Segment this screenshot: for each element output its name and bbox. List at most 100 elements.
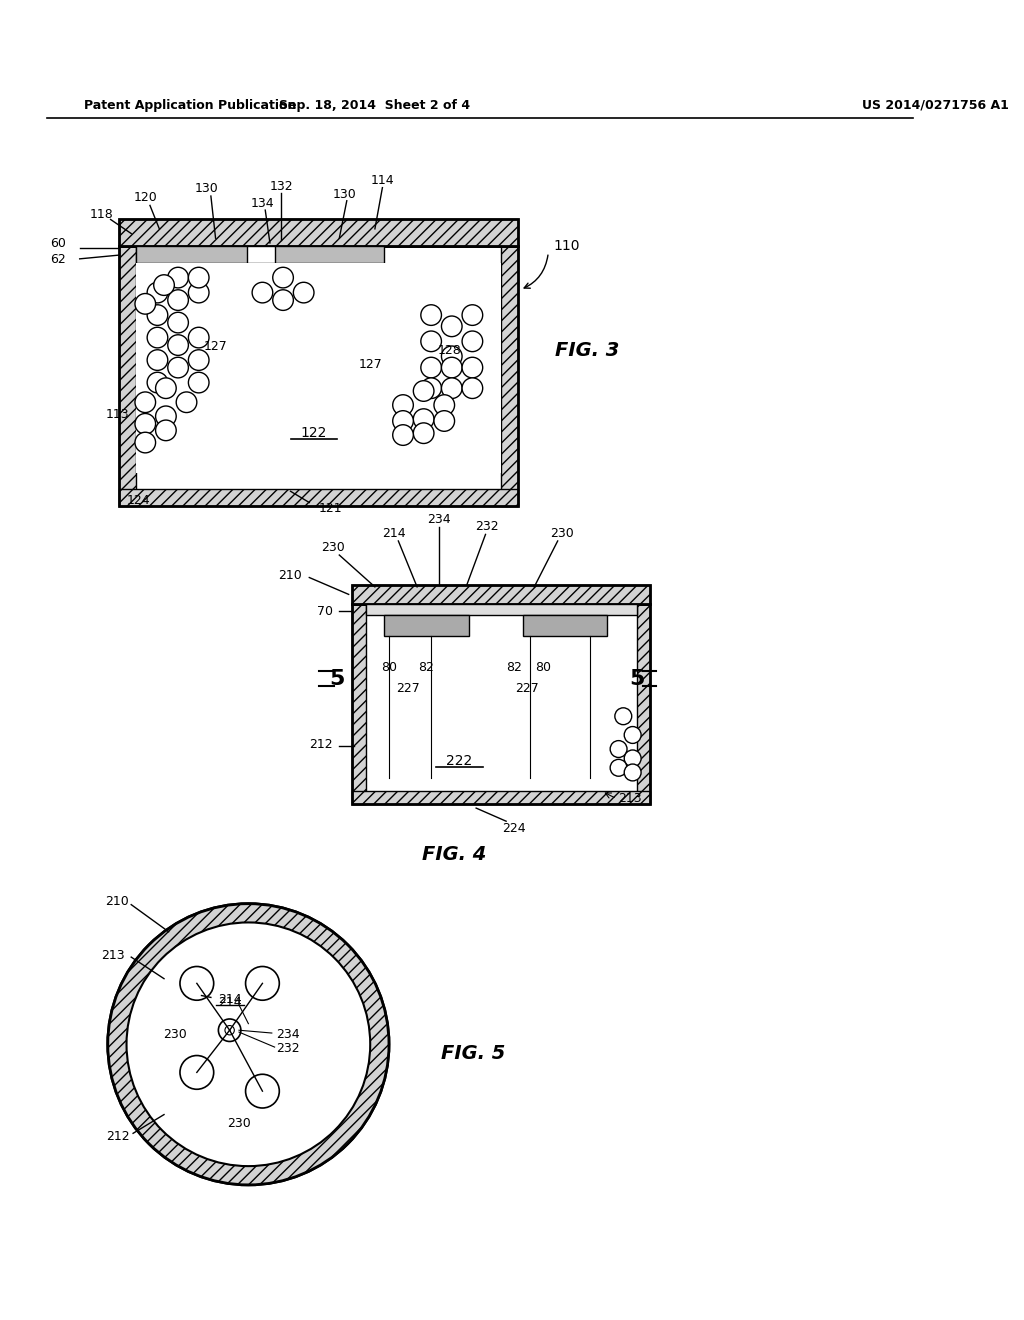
Text: 212: 212: [105, 1130, 129, 1143]
Text: 210: 210: [279, 569, 302, 582]
Text: 230: 230: [227, 1118, 251, 1130]
Text: 60: 60: [50, 238, 66, 251]
Circle shape: [414, 409, 434, 429]
Circle shape: [188, 327, 209, 348]
Text: 5: 5: [630, 669, 645, 689]
Bar: [119, 246, 518, 507]
Text: FIG. 5: FIG. 5: [440, 1044, 505, 1063]
Circle shape: [393, 425, 414, 445]
Text: 122: 122: [301, 426, 328, 440]
Text: 230: 230: [164, 1028, 187, 1041]
Circle shape: [625, 764, 641, 781]
Circle shape: [625, 750, 641, 767]
Circle shape: [135, 432, 156, 453]
Circle shape: [108, 904, 389, 1185]
Bar: [637, 603, 650, 804]
Text: 114: 114: [371, 174, 394, 186]
Text: 124: 124: [127, 494, 151, 507]
Text: 82: 82: [506, 661, 521, 675]
Circle shape: [414, 422, 434, 444]
Text: 132: 132: [269, 180, 293, 193]
Text: 222: 222: [446, 754, 472, 768]
Text: 134: 134: [251, 197, 274, 210]
Text: 80: 80: [381, 661, 397, 675]
Text: 70: 70: [316, 605, 333, 618]
Circle shape: [610, 741, 627, 758]
Circle shape: [441, 315, 462, 337]
Bar: [523, 615, 607, 636]
Circle shape: [462, 378, 482, 399]
Circle shape: [393, 411, 414, 432]
Circle shape: [434, 411, 455, 432]
Circle shape: [180, 1056, 214, 1089]
Circle shape: [218, 1019, 241, 1041]
Circle shape: [156, 407, 176, 426]
Text: 127: 127: [204, 339, 227, 352]
Circle shape: [441, 358, 462, 378]
Circle shape: [610, 759, 627, 776]
Text: 234: 234: [427, 513, 451, 525]
Circle shape: [135, 392, 156, 413]
Circle shape: [246, 1074, 280, 1107]
Circle shape: [108, 904, 389, 1185]
Circle shape: [434, 395, 455, 416]
Circle shape: [180, 966, 214, 1001]
Circle shape: [441, 378, 462, 399]
Bar: [271, 246, 384, 263]
Text: US 2014/0271756 A1: US 2014/0271756 A1: [862, 99, 1010, 112]
Circle shape: [188, 350, 209, 371]
Circle shape: [176, 392, 197, 413]
Text: 130: 130: [333, 187, 356, 201]
Circle shape: [156, 420, 176, 441]
Bar: [352, 585, 650, 603]
Text: 230: 230: [321, 541, 345, 554]
Bar: [247, 246, 274, 263]
Circle shape: [147, 282, 168, 302]
Text: 227: 227: [515, 681, 539, 694]
Text: 121: 121: [318, 502, 342, 515]
Circle shape: [421, 305, 441, 326]
Circle shape: [225, 1026, 234, 1035]
Circle shape: [147, 350, 168, 371]
Text: 232: 232: [276, 1043, 300, 1056]
Circle shape: [168, 290, 188, 310]
Text: 82: 82: [419, 661, 434, 675]
Circle shape: [462, 331, 482, 351]
Text: FIG. 4: FIG. 4: [422, 845, 486, 865]
Circle shape: [135, 413, 156, 434]
Text: 213: 213: [618, 792, 642, 805]
Text: 130: 130: [195, 182, 218, 195]
Circle shape: [421, 331, 441, 351]
Bar: [136, 263, 502, 473]
Circle shape: [147, 305, 168, 326]
Text: Sep. 18, 2014  Sheet 2 of 4: Sep. 18, 2014 Sheet 2 of 4: [280, 99, 470, 112]
Text: 212: 212: [309, 738, 333, 751]
Text: 80: 80: [536, 661, 552, 675]
Text: 128: 128: [438, 345, 462, 358]
Text: 214: 214: [218, 995, 242, 1008]
Circle shape: [414, 380, 434, 401]
Circle shape: [154, 275, 174, 296]
Bar: [119, 490, 518, 507]
Text: 232: 232: [475, 520, 499, 533]
Circle shape: [272, 290, 293, 310]
Bar: [136, 246, 249, 263]
Bar: [352, 603, 366, 804]
Text: 127: 127: [358, 358, 382, 371]
Bar: [119, 246, 136, 507]
Text: 214: 214: [218, 993, 242, 1006]
Circle shape: [168, 335, 188, 355]
Circle shape: [462, 358, 482, 378]
Circle shape: [293, 282, 314, 302]
Circle shape: [393, 395, 414, 416]
Circle shape: [625, 726, 641, 743]
Text: 213: 213: [101, 949, 125, 962]
Circle shape: [188, 372, 209, 393]
Circle shape: [246, 966, 280, 1001]
Circle shape: [188, 282, 209, 302]
Circle shape: [147, 372, 168, 393]
Text: FIG. 3: FIG. 3: [555, 341, 620, 360]
Text: 214: 214: [382, 527, 406, 540]
Circle shape: [614, 708, 632, 725]
Text: 224: 224: [502, 822, 525, 836]
